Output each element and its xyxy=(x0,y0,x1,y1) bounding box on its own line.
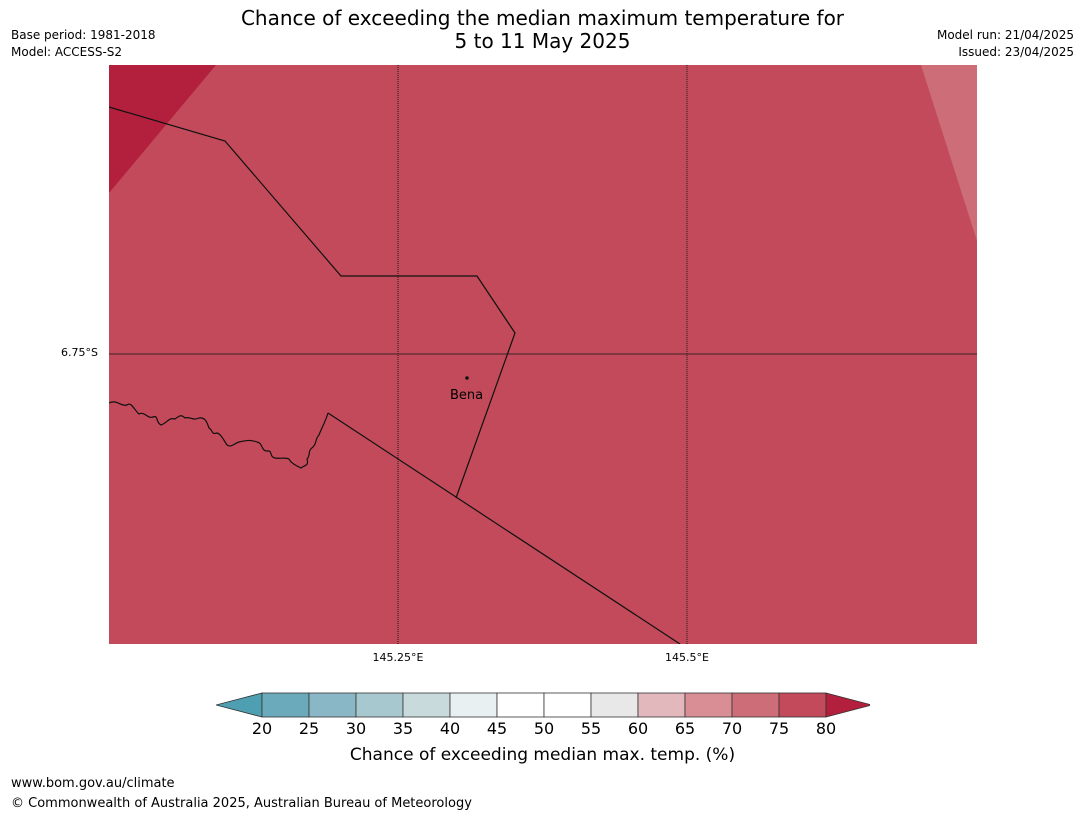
colorbar-tick-label: 25 xyxy=(298,719,320,738)
colorbar-extend-high xyxy=(825,692,870,718)
base-period: Base period: 1981-2018 xyxy=(11,28,156,42)
meta-left: Base period: 1981-2018 Model: ACCESS-S2 xyxy=(11,27,156,61)
model-name: Model: ACCESS-S2 xyxy=(11,45,123,59)
colorbar-tick-label: 55 xyxy=(580,719,602,738)
colorbar-tick-label: 50 xyxy=(533,719,555,738)
colorbar-tick-label: 30 xyxy=(345,719,367,738)
place-marker-bena[interactable] xyxy=(465,376,469,380)
colorbar-tick-label: 60 xyxy=(627,719,649,738)
colorbar-segment xyxy=(402,692,451,718)
colorbar-segment xyxy=(590,692,639,718)
map-title-line2: 5 to 11 May 2025 xyxy=(454,29,631,53)
colorbar-tick-label: 35 xyxy=(392,719,414,738)
colorbar-tick-label: 75 xyxy=(768,719,790,738)
footer-copyright: © Commonwealth of Australia 2025, Austra… xyxy=(11,796,472,811)
colorbar-segment xyxy=(261,692,310,718)
map-panel[interactable] xyxy=(109,65,977,644)
province-boundary xyxy=(327,412,681,644)
colorbar-label: Chance of exceeding median max. temp. (%… xyxy=(349,745,736,765)
colorbar-segment xyxy=(355,692,404,718)
latitude-label: 6.75°S xyxy=(61,346,98,359)
colorbar-tick-label: 20 xyxy=(251,719,273,738)
colorbar-segment xyxy=(308,692,357,718)
colorbar-tick-label: 70 xyxy=(721,719,743,738)
colorbar-segment xyxy=(543,692,592,718)
meta-right: Model run: 21/04/2025 Issued: 23/04/2025 xyxy=(937,27,1074,61)
colorbar-segment xyxy=(778,692,827,718)
colorbar-segment xyxy=(496,692,545,718)
footer-url[interactable]: www.bom.gov.au/climate xyxy=(11,776,175,791)
province-boundary xyxy=(109,106,516,499)
colorbar-extend-low xyxy=(216,692,263,718)
probability-fill-above-80 xyxy=(109,65,216,193)
colorbar-segment xyxy=(684,692,733,718)
colorbar-tick-label: 80 xyxy=(815,719,837,738)
probability-fill-65-70 xyxy=(921,65,977,241)
place-label-bena: Bena xyxy=(450,388,484,403)
longitude-label: 145.25°E xyxy=(372,651,424,664)
map-title-line1: Chance of exceeding the median maximum t… xyxy=(240,6,845,30)
colorbar-segment xyxy=(731,692,780,718)
issued-date: Issued: 23/04/2025 xyxy=(958,45,1074,59)
colorbar-tick-label: 45 xyxy=(486,719,508,738)
colorbar-segment xyxy=(449,692,498,718)
model-run: Model run: 21/04/2025 xyxy=(936,28,1074,42)
colorbar xyxy=(216,692,870,718)
colorbar-tick-label: 40 xyxy=(439,719,461,738)
map-canvas[interactable] xyxy=(109,65,977,644)
colorbar-segment xyxy=(637,692,686,718)
coastline xyxy=(109,401,329,469)
longitude-label: 145.5°E xyxy=(665,651,709,664)
map-title: Chance of exceeding the median maximum t… xyxy=(0,7,1085,53)
colorbar-tick-label: 65 xyxy=(674,719,696,738)
